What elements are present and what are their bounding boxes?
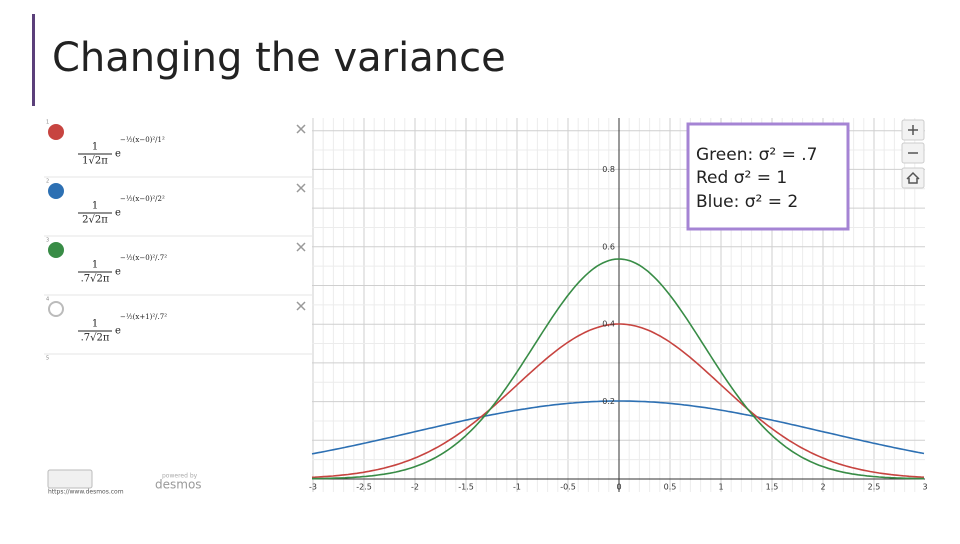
denominator: 2√2π: [82, 215, 108, 226]
row-index: 3: [46, 238, 49, 244]
denominator: 1√2π: [82, 156, 108, 167]
legend-item: Blue: σ² = 2: [696, 192, 798, 212]
numerator: 1: [92, 201, 98, 212]
curve: [311, 323, 925, 479]
y-tick-label: 0.2: [602, 397, 615, 406]
row-index: 5: [46, 356, 49, 362]
delete-button[interactable]: [296, 183, 306, 193]
base: e: [115, 149, 121, 160]
keyboard-button[interactable]: [47, 469, 93, 489]
powered-by: powered by: [162, 473, 198, 480]
toggle-icon[interactable]: [48, 183, 64, 199]
toggle-icon[interactable]: [48, 242, 64, 258]
exponent: −½(x+1)²/.7²: [120, 313, 167, 321]
exponent: −½(x−0)²/1²: [120, 136, 165, 144]
x-tick-label: -1.5: [458, 483, 474, 492]
zoom-controls: [901, 119, 925, 189]
graph: -3 -2.5 -2 -1.5 -1 -0.5 0 0.5 1 1.5 2 2.5 3 0.2 0.4 0.6…: [309, 118, 928, 492]
legend-item: Green: σ² = .7: [696, 145, 817, 165]
denominator: .7√2π: [81, 333, 110, 344]
toggle-icon[interactable]: [48, 301, 64, 317]
row-index: 4: [46, 297, 49, 303]
x-tick-label: 2.5: [868, 483, 881, 492]
curve: [311, 400, 925, 455]
x-tick-label: 0.5: [664, 483, 677, 492]
numerator: 1: [92, 142, 98, 153]
exponent: −½(x−0)²/2²: [120, 195, 165, 203]
x-tick-label: 2: [820, 483, 825, 492]
url: https://www.desmos.com: [48, 489, 124, 496]
curve: [311, 258, 924, 480]
expression-panel: [44, 118, 312, 380]
base: e: [115, 326, 121, 337]
numerator: 1: [92, 319, 98, 330]
y-tick-label: 0.4: [602, 320, 615, 329]
base: e: [115, 208, 121, 219]
x-tick-label: -2.5: [356, 483, 372, 492]
denominator: .7√2π: [81, 274, 110, 285]
toggle-icon[interactable]: [48, 124, 64, 140]
home-button[interactable]: [901, 167, 925, 189]
legend-box: [686, 122, 850, 231]
numerator: 1: [92, 260, 98, 271]
y-tick-label: 0.8: [602, 165, 615, 174]
title-bar: [32, 14, 35, 106]
x-tick-label: 1.5: [766, 483, 779, 492]
delete-button[interactable]: [296, 124, 306, 134]
x-tick-label: -1: [513, 483, 521, 492]
delete-button[interactable]: [296, 301, 306, 311]
x-tick-label: -0.5: [560, 483, 576, 492]
legend-item: Red σ² = 1: [696, 168, 787, 188]
x-tick-label: 0: [616, 483, 621, 492]
base: e: [115, 267, 121, 278]
x-tick-label: -3: [309, 483, 317, 492]
x-tick-label: 3: [922, 483, 927, 492]
y-tick-label: 0.6: [602, 242, 615, 251]
row-index: 2: [46, 179, 49, 185]
row-index: 1: [46, 120, 49, 126]
brand: desmos: [155, 478, 202, 492]
exponent: −½(x−0)²/.7²: [120, 254, 167, 262]
slide-title: Changing the variance: [52, 35, 506, 81]
delete-button[interactable]: [296, 242, 306, 252]
x-tick-label: 1: [718, 483, 723, 492]
x-tick-label: -2: [411, 483, 419, 492]
